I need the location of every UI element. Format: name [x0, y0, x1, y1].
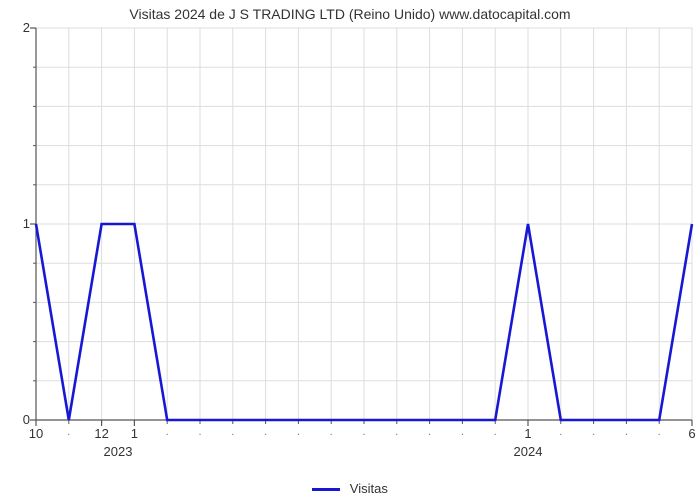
y-tick-label: 0 — [6, 412, 30, 427]
x-tick-minor: . — [559, 426, 562, 438]
chart-svg — [0, 0, 700, 500]
x-tick-label: 10 — [29, 426, 43, 441]
x-tick-minor: . — [362, 426, 365, 438]
x-tick-label: 6 — [688, 426, 695, 441]
x-year-label: 2023 — [104, 444, 133, 459]
x-tick-label: 12 — [94, 426, 108, 441]
x-year-label: 2024 — [514, 444, 543, 459]
visits-chart: Visitas 2024 de J S TRADING LTD (Reino U… — [0, 0, 700, 500]
x-tick-minor: . — [658, 426, 661, 438]
legend: Visitas — [0, 481, 700, 496]
y-tick-label: 2 — [6, 20, 30, 35]
x-tick-minor: . — [330, 426, 333, 438]
x-tick-minor: . — [297, 426, 300, 438]
x-tick-minor: . — [67, 426, 70, 438]
x-tick-minor: . — [494, 426, 497, 438]
x-tick-label: 1 — [524, 426, 531, 441]
x-tick-minor: . — [198, 426, 201, 438]
x-tick-minor: . — [264, 426, 267, 438]
x-tick-minor: . — [428, 426, 431, 438]
legend-swatch — [312, 488, 340, 491]
x-tick-minor: . — [166, 426, 169, 438]
x-tick-minor: . — [395, 426, 398, 438]
x-tick-minor: . — [231, 426, 234, 438]
legend-label: Visitas — [350, 481, 388, 496]
x-tick-minor: . — [461, 426, 464, 438]
y-tick-label: 1 — [6, 216, 30, 231]
x-tick-label: 1 — [131, 426, 138, 441]
x-tick-minor: . — [625, 426, 628, 438]
x-tick-minor: . — [592, 426, 595, 438]
